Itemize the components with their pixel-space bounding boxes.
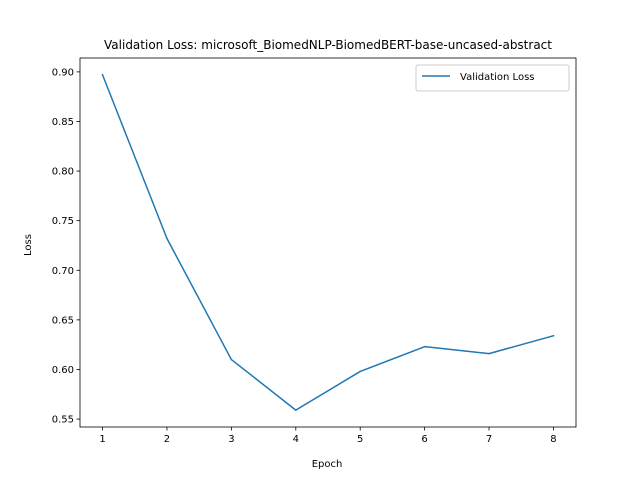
y-tick-label-0.60: 0.60 [52, 365, 74, 376]
axes-frame [79, 57, 577, 428]
x-axis-label: Epoch [312, 459, 343, 470]
y-tick-label-0.80: 0.80 [52, 167, 74, 178]
legend-box [415, 64, 570, 92]
plot-area: 1 2 3 4 5 6 7 8 0.55 0.60 0.65 0.70 0.75 0.80 0.85 0.90 [52, 57, 577, 445]
data-point-epoch-3 [230, 358, 233, 361]
x-tick-label-6: 6 [421, 434, 427, 445]
data-point-epoch-7 [488, 352, 490, 355]
legend-label-validation-loss: Validation Loss [460, 72, 535, 83]
x-tick-label-2: 2 [164, 434, 170, 445]
data-point-epoch-6 [423, 345, 426, 348]
y-tick-label-0.85: 0.85 [52, 117, 74, 128]
data-point-epoch-2 [166, 237, 168, 240]
data-point-epoch-5 [359, 370, 361, 373]
x-tick-label-5: 5 [357, 434, 363, 445]
y-tick-label-0.55: 0.55 [52, 415, 74, 426]
series-line-validation-loss [101, 73, 555, 411]
x-tick-label-3: 3 [228, 434, 234, 445]
y-tick-label-0.70: 0.70 [52, 266, 74, 277]
legend: Validation Loss [415, 64, 570, 92]
data-point-epoch-4 [295, 409, 297, 411]
y-tick-label-0.75: 0.75 [52, 216, 74, 227]
y-axis-label: Loss [23, 234, 34, 256]
y-tick-label-0.90: 0.90 [52, 67, 74, 78]
y-tick-label-0.65: 0.65 [52, 315, 74, 326]
chart-title: Validation Loss: microsoft_BiomedNLP-Bio… [104, 38, 552, 52]
x-tick-label-8: 8 [550, 434, 556, 445]
data-point-epoch-1 [101, 74, 104, 76]
x-tick-label-1: 1 [99, 434, 105, 445]
x-tick-label-7: 7 [486, 434, 492, 445]
data-point-epoch-8 [552, 334, 555, 337]
x-tick-label-4: 4 [293, 434, 299, 445]
